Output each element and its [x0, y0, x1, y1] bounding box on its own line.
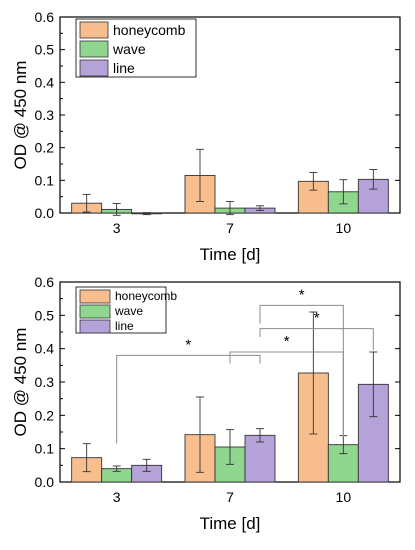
x-tick-label: 3: [113, 489, 121, 505]
x-tick-label: 10: [336, 220, 352, 236]
y-tick-label: 0.4: [35, 74, 55, 90]
legend-swatch-line: [79, 59, 109, 77]
chart-panel-1: 0.0 0.1 0.2 0.3 0.4 0.5 0.6 3 7 10 OD @ 450 nm Time…: [11, 9, 401, 264]
legend-swatch-wave: [79, 304, 111, 319]
legend-swatch-honeycomb: [79, 21, 109, 39]
legend: honeycomb wave line: [75, 18, 197, 78]
y-tick-label: 0.1: [35, 441, 55, 457]
x-tick-label: 3: [113, 220, 121, 236]
significance-star: *: [299, 286, 305, 303]
x-axis-title: Time [d]: [200, 514, 261, 533]
y-axis-title: OD @ 450 nm: [11, 328, 30, 437]
x-tick-label: 7: [226, 489, 234, 505]
x-tick-label: 10: [336, 489, 352, 505]
legend-label: line: [113, 60, 135, 76]
y-tick-label: 0.2: [35, 140, 55, 156]
legend-label: honeycomb: [113, 22, 186, 38]
legend-label: honeycomb: [115, 289, 177, 303]
chart-panel-2: 0.0 0.1 0.2 0.3 0.4 0.5 0.6 3 7 10 * * * * OD @ 450 nm…: [11, 274, 401, 533]
y-tick-label: 0.3: [35, 374, 55, 390]
significance-star: *: [185, 336, 191, 353]
legend-swatch-honeycomb: [79, 289, 111, 304]
significance-bracket: [259, 328, 374, 351]
y-tick-label: 0.4: [35, 341, 55, 357]
y-tick-label: 0.2: [35, 407, 55, 423]
y-axis-title: OD @ 450 nm: [11, 61, 30, 170]
significance-bracket: [259, 304, 344, 437]
x-axis-title: Time [d]: [200, 245, 261, 264]
bar-line: [244, 434, 276, 483]
y-tick-label: 0.5: [35, 307, 55, 323]
significance-bracket: [116, 354, 261, 444]
legend-swatch-line: [79, 319, 111, 334]
legend-label: line: [115, 319, 134, 333]
x-tick-label: 7: [226, 220, 234, 236]
significance-star: *: [314, 310, 320, 327]
legend-label: wave: [114, 304, 143, 318]
y-tick-label: 0.6: [35, 9, 55, 25]
y-tick-label: 0.1: [35, 172, 55, 188]
y-tick-label: 0.5: [35, 42, 55, 58]
y-tick-label: 0.0: [35, 205, 55, 221]
y-tick-label: 0.6: [35, 274, 55, 290]
significance-star: *: [284, 333, 290, 350]
y-tick-label: 0.3: [35, 107, 55, 123]
y-tick-label: 0.0: [35, 474, 55, 490]
legend-label: wave: [112, 41, 146, 57]
legend-swatch-wave: [79, 40, 109, 58]
